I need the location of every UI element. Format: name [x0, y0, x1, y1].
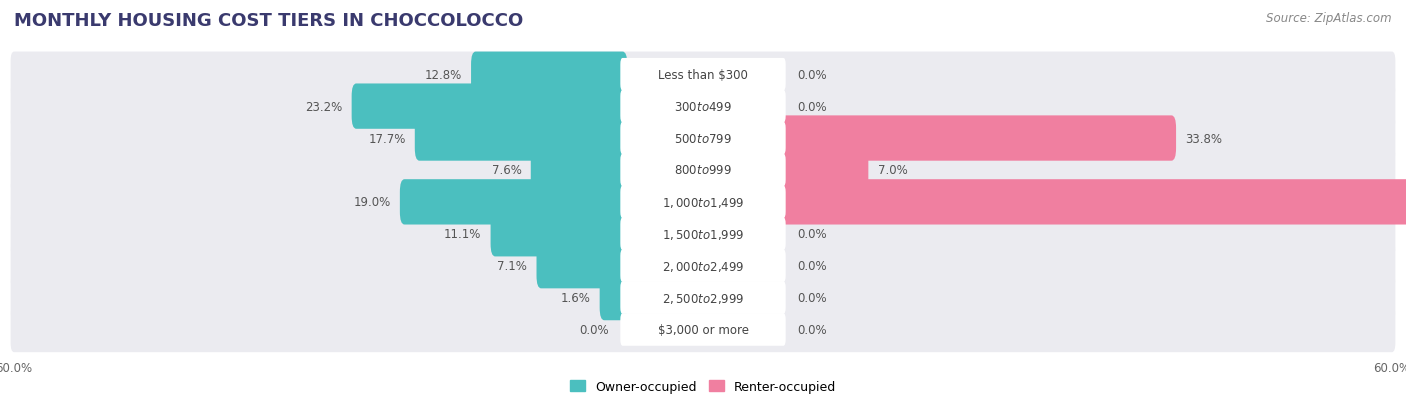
Text: 0.0%: 0.0%: [797, 323, 827, 336]
FancyBboxPatch shape: [620, 59, 786, 91]
FancyBboxPatch shape: [11, 275, 1395, 320]
Text: 12.8%: 12.8%: [425, 69, 461, 81]
Text: Less than $300: Less than $300: [658, 69, 748, 81]
FancyBboxPatch shape: [779, 116, 1175, 161]
Text: 0.0%: 0.0%: [797, 292, 827, 304]
FancyBboxPatch shape: [599, 275, 627, 320]
Text: 7.1%: 7.1%: [498, 259, 527, 273]
Text: 0.0%: 0.0%: [579, 323, 609, 336]
FancyBboxPatch shape: [11, 307, 1395, 352]
Text: 0.0%: 0.0%: [797, 228, 827, 241]
Text: 0.0%: 0.0%: [797, 69, 827, 81]
FancyBboxPatch shape: [620, 250, 786, 282]
Text: 0.0%: 0.0%: [797, 259, 827, 273]
FancyBboxPatch shape: [620, 154, 786, 187]
Text: MONTHLY HOUSING COST TIERS IN CHOCCOLOCCO: MONTHLY HOUSING COST TIERS IN CHOCCOLOCC…: [14, 12, 523, 30]
FancyBboxPatch shape: [620, 313, 786, 346]
FancyBboxPatch shape: [11, 148, 1395, 193]
Text: $2,500 to $2,999: $2,500 to $2,999: [662, 291, 744, 305]
FancyBboxPatch shape: [531, 148, 627, 193]
FancyBboxPatch shape: [620, 90, 786, 123]
FancyBboxPatch shape: [471, 52, 627, 97]
Text: 7.0%: 7.0%: [877, 164, 907, 177]
FancyBboxPatch shape: [11, 52, 1395, 97]
Text: 1.6%: 1.6%: [561, 292, 591, 304]
FancyBboxPatch shape: [11, 211, 1395, 257]
Text: 11.1%: 11.1%: [444, 228, 481, 241]
Text: $800 to $999: $800 to $999: [673, 164, 733, 177]
Text: $1,500 to $1,999: $1,500 to $1,999: [662, 227, 744, 241]
FancyBboxPatch shape: [620, 123, 786, 155]
Text: Source: ZipAtlas.com: Source: ZipAtlas.com: [1267, 12, 1392, 25]
FancyBboxPatch shape: [491, 211, 627, 257]
FancyBboxPatch shape: [620, 218, 786, 250]
FancyBboxPatch shape: [537, 243, 627, 289]
FancyBboxPatch shape: [11, 243, 1395, 289]
FancyBboxPatch shape: [779, 148, 869, 193]
Text: 19.0%: 19.0%: [353, 196, 391, 209]
Text: 23.2%: 23.2%: [305, 100, 343, 113]
Text: 0.0%: 0.0%: [797, 100, 827, 113]
FancyBboxPatch shape: [11, 116, 1395, 161]
Text: 17.7%: 17.7%: [368, 132, 405, 145]
FancyBboxPatch shape: [779, 180, 1406, 225]
FancyBboxPatch shape: [399, 180, 627, 225]
Text: 33.8%: 33.8%: [1185, 132, 1222, 145]
FancyBboxPatch shape: [11, 180, 1395, 225]
Text: $300 to $499: $300 to $499: [673, 100, 733, 113]
Text: 7.6%: 7.6%: [492, 164, 522, 177]
Legend: Owner-occupied, Renter-occupied: Owner-occupied, Renter-occupied: [565, 375, 841, 398]
Text: $1,000 to $1,499: $1,000 to $1,499: [662, 195, 744, 209]
FancyBboxPatch shape: [352, 84, 627, 129]
Text: $3,000 or more: $3,000 or more: [658, 323, 748, 336]
FancyBboxPatch shape: [620, 282, 786, 314]
FancyBboxPatch shape: [620, 186, 786, 218]
FancyBboxPatch shape: [415, 116, 627, 161]
FancyBboxPatch shape: [11, 84, 1395, 129]
Text: $2,000 to $2,499: $2,000 to $2,499: [662, 259, 744, 273]
Text: $500 to $799: $500 to $799: [673, 132, 733, 145]
